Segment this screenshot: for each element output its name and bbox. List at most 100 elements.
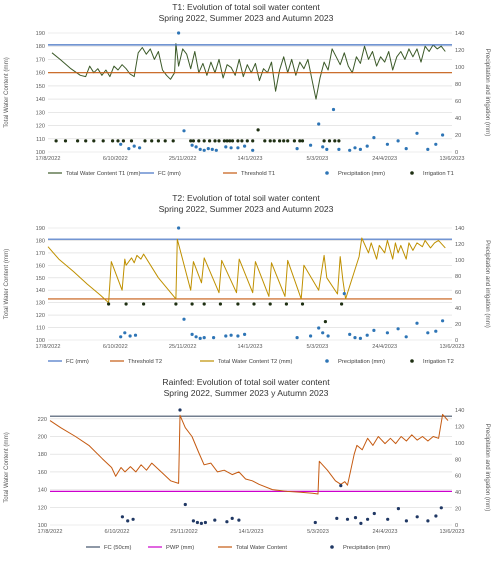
scatter-point (126, 519, 130, 523)
scatter-point (198, 147, 202, 151)
scatter-point (340, 302, 344, 306)
scatter-point (386, 517, 390, 521)
legend-label: Precipitation (mm) (338, 359, 385, 365)
scatter-point (229, 146, 233, 150)
y-axis-label: Total Water Content (mm) (3, 57, 10, 128)
scatter-point (348, 148, 352, 152)
scatter-point (92, 139, 96, 143)
scatter-point (342, 292, 346, 296)
scatter-point (251, 148, 255, 152)
scatter-point (243, 332, 247, 336)
scatter-point (396, 507, 400, 511)
scatter-point (236, 334, 240, 338)
scatter-point (434, 142, 438, 146)
scatter-point (224, 334, 228, 338)
scatter-point (358, 147, 362, 151)
scatter-point (230, 516, 234, 520)
y-tick-label: 100 (36, 150, 45, 156)
scatter-point (323, 320, 327, 324)
legend-label: Precipitation (mm) (343, 545, 390, 551)
scatter-point (272, 139, 276, 143)
scatter-point (101, 139, 105, 143)
scatter-point (182, 317, 186, 321)
scatter-point (335, 516, 339, 520)
scatter-point (128, 334, 132, 338)
chart-title-line: Rainfed: Evolution of total soil water c… (162, 377, 330, 387)
scatter-point (298, 139, 302, 143)
y-tick-label: 150 (36, 84, 45, 90)
legend-label: Irrigation T2 (423, 359, 454, 365)
y-tick-label: 130 (36, 301, 45, 307)
scatter-point (345, 517, 350, 521)
scatter-point (327, 139, 332, 143)
scatter-point (107, 302, 111, 306)
x-tick-label: 5/3/2023 (306, 344, 328, 350)
scatter-point (325, 147, 329, 151)
legend-marker (410, 359, 414, 363)
x-tick-label: 14/1/2023 (238, 156, 263, 162)
scatter-point (268, 302, 272, 306)
y2-tick-label: 140 (455, 31, 464, 37)
y2-tick-label: 40 (455, 306, 461, 312)
x-tick-label: 6/10/2022 (105, 529, 130, 535)
y2-tick-label: 120 (455, 242, 464, 248)
scatter-point (278, 139, 282, 143)
scatter-point (123, 331, 127, 335)
y-tick-label: 100 (38, 523, 47, 529)
scatter-point (202, 139, 206, 143)
scatter-point (195, 520, 199, 525)
scatter-point (404, 147, 408, 151)
scatter-point (441, 319, 445, 323)
scatter-point (182, 129, 186, 133)
scatter-point (300, 302, 305, 306)
y2-tick-label: 20 (455, 322, 461, 328)
scatter-point (218, 302, 222, 306)
chart-title-line: Spring 2022, Summer 2023 and Autumn 2023 (159, 204, 334, 214)
legend-label: FC (mm) (158, 171, 181, 177)
y-tick-label: 100 (36, 338, 45, 344)
scatter-point (127, 147, 131, 151)
y-tick-label: 180 (36, 238, 45, 244)
legend-label: Threshold T1 (241, 171, 275, 177)
scatter-point (225, 139, 229, 143)
scatter-point (132, 144, 136, 148)
x-tick-label: 25/11/2022 (170, 529, 198, 535)
scatter-point (348, 332, 352, 336)
y-tick-label: 120 (36, 313, 45, 319)
scatter-point (236, 139, 240, 143)
scatter-point (236, 146, 240, 150)
y2-tick-label: 80 (455, 274, 461, 280)
scatter-point (337, 139, 341, 143)
scatter-point (138, 146, 142, 150)
scatter-point (309, 334, 313, 338)
scatter-point (404, 335, 408, 339)
scatter-point (331, 107, 336, 112)
y2-tick-label: 60 (455, 290, 461, 296)
scatter-point (292, 139, 296, 143)
scatter-point (217, 139, 221, 143)
scatter-point (353, 516, 358, 520)
scatter-point (54, 139, 58, 143)
scatter-point (415, 515, 419, 519)
y2-tick-label: 0 (455, 523, 458, 529)
x-tick-label: 24/4/2023 (372, 344, 397, 350)
scatter-point (295, 147, 299, 151)
scatter-point (150, 139, 154, 143)
scatter-point (321, 331, 325, 335)
scatter-point (119, 335, 123, 339)
y-tick-label: 140 (36, 288, 45, 294)
scatter-point (426, 331, 430, 335)
y-tick-label: 220 (38, 417, 47, 423)
y-tick-label: 120 (36, 124, 45, 130)
legend-label: Threshold T2 (128, 359, 162, 365)
y-tick-label: 160 (38, 470, 47, 476)
scatter-point (84, 139, 88, 143)
legend-marker (325, 171, 329, 175)
scatter-point (385, 142, 389, 146)
scatter-point (119, 142, 123, 146)
scatter-point (284, 302, 288, 306)
scatter-point (190, 143, 194, 147)
y-tick-label: 180 (38, 452, 47, 458)
y2-axis-label: Precipitation and irrigation (mm) (484, 240, 491, 328)
